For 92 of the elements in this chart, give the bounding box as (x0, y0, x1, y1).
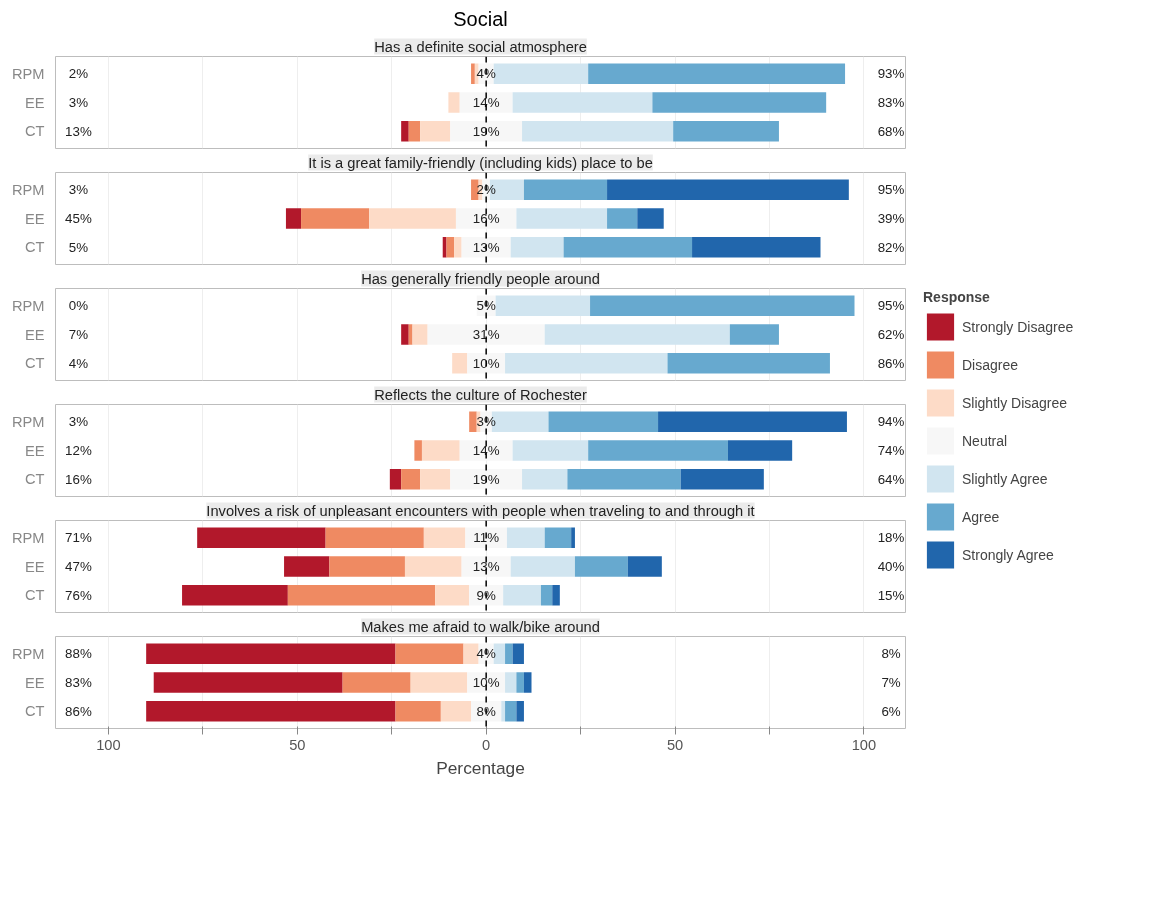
x-tick-label: 100 (96, 736, 121, 753)
data-label: 19% (472, 123, 500, 139)
annotation: 7% (881, 675, 901, 690)
chart-subtitle: Has a definite social atmosphere (374, 38, 587, 55)
data-label: 13% (472, 559, 500, 574)
data-label: 31% (472, 327, 500, 342)
y-tick-label: CT (24, 471, 45, 488)
legend-label: Slightly Agree (962, 470, 1048, 487)
data-label: 16% (472, 211, 500, 226)
annotation: 7% (68, 327, 89, 342)
annotation: 2% (68, 66, 89, 82)
y-tick-label: EE (24, 210, 45, 227)
y-tick-label: CT (24, 703, 45, 720)
chart-subtitle: Reflects the culture of Rochester (374, 386, 587, 403)
annotation: 6% (881, 703, 901, 719)
annotation: 95% (877, 298, 905, 314)
annotation: 62% (877, 327, 905, 342)
annotation: 18% (877, 530, 905, 546)
y-tick-label: CT (24, 587, 45, 604)
annotation: 3% (68, 95, 89, 110)
annotation: 86% (877, 355, 905, 371)
annotation: 93% (877, 66, 905, 82)
annotation: 47% (65, 559, 92, 574)
data-label: 10% (472, 355, 500, 371)
annotation: 3% (68, 182, 89, 198)
y-tick-label: EE (24, 558, 45, 575)
y-tick-label: CT (24, 355, 45, 372)
data-label: 19% (472, 471, 500, 487)
annotation: 83% (65, 675, 92, 690)
data-label: 3% (476, 414, 496, 430)
x-tick-label: 0 (482, 736, 491, 753)
y-tick-label: RPM (11, 529, 45, 546)
legend-title: Response (923, 288, 991, 305)
annotation: 8% (881, 646, 901, 662)
y-tick-label: EE (24, 442, 45, 459)
y-tick-label: RPM (11, 645, 45, 662)
x-axis-title: Percentage (436, 757, 525, 778)
chart-subtitle: Has generally friendly people around (361, 270, 600, 287)
data-label: 14% (472, 95, 500, 110)
y-tick-label: EE (24, 326, 45, 343)
annotation: 13% (65, 123, 92, 139)
y-tick-label: CT (24, 239, 45, 256)
annotation: 39% (877, 211, 905, 226)
y-tick-label: EE (24, 674, 45, 691)
annotation: 64% (877, 471, 905, 487)
data-label: 13% (472, 239, 500, 255)
y-tick-label: RPM (11, 65, 45, 82)
y-tick-label: EE (24, 94, 45, 111)
y-tick-label: RPM (11, 297, 45, 314)
data-label: 5% (476, 298, 496, 314)
legend-label: Agree (962, 508, 1000, 525)
data-label: 8% (476, 703, 496, 719)
y-tick-label: CT (24, 123, 45, 140)
chart-subtitle: It is a great family-friendly (including kids) place to be (308, 154, 653, 171)
annotation: 0% (68, 298, 89, 314)
y-tick-label: RPM (11, 413, 45, 430)
annotation: 74% (877, 443, 905, 458)
annotation: 15% (877, 587, 905, 603)
data-label: 9% (476, 587, 496, 603)
data-label: 10% (472, 675, 500, 690)
legend-label: Slightly Disagree (962, 394, 1068, 411)
annotation: 86% (65, 703, 92, 719)
annotation: 3% (68, 414, 89, 430)
legend-label: Strongly Agree (962, 546, 1054, 563)
y-tick-label: RPM (11, 181, 45, 198)
annotation: 76% (65, 587, 92, 603)
data-label: 11% (473, 530, 500, 546)
legend-label: Neutral (962, 432, 1008, 449)
annotation: 71% (65, 530, 92, 546)
legend-label: Disagree (962, 356, 1019, 373)
annotation: 83% (877, 95, 905, 110)
chart-title: Social (453, 7, 508, 30)
annotation: 88% (65, 646, 92, 662)
x-tick-label: 100 (851, 736, 877, 753)
annotation: 94% (877, 414, 905, 430)
annotation: 95% (877, 182, 905, 198)
chart-subtitle: Involves a risk of unpleasant encounters with people when traveling to and through it (206, 502, 755, 519)
annotation: 12% (65, 443, 92, 458)
annotation: 40% (877, 559, 905, 574)
annotation: 4% (68, 355, 89, 371)
annotation: 82% (877, 239, 905, 255)
data-label: 4% (476, 646, 496, 662)
x-tick-label: 50 (666, 736, 684, 753)
x-tick-label: 50 (289, 736, 306, 753)
chart-subtitle: Makes me afraid to walk/bike around (361, 618, 600, 635)
data-label: 14% (472, 443, 500, 458)
annotation: 68% (877, 123, 905, 139)
annotation: 5% (68, 239, 89, 255)
legend-label: Strongly Disagree (962, 318, 1074, 335)
annotation: 16% (65, 471, 92, 487)
data-label: 4% (476, 66, 496, 82)
annotation: 45% (65, 211, 92, 226)
